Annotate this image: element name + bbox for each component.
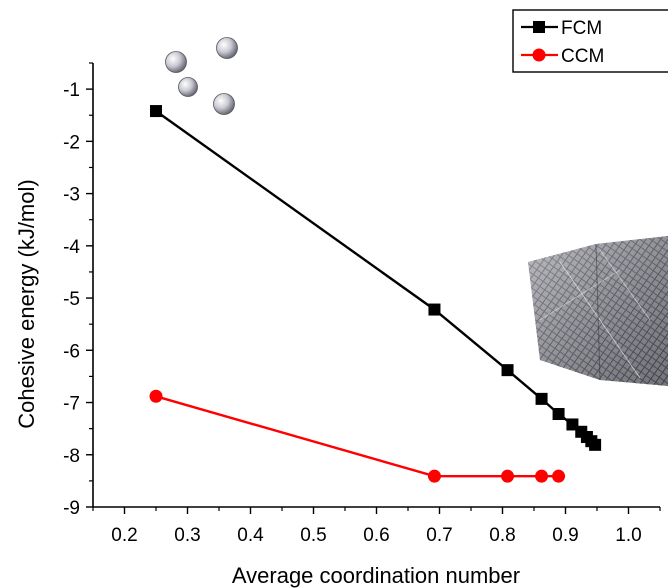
y-tick-label: -6 — [63, 341, 80, 362]
x-ticks: 0.2 0.3 0.4 0.5 0.6 0.7 0.8 0.9 1.0 — [92, 507, 661, 546]
y-tick-label: -3 — [63, 185, 80, 206]
legend-label-fcm: FCM — [561, 18, 602, 39]
x-tick-label: 0.7 — [426, 525, 452, 546]
data-point-ccm — [552, 469, 566, 483]
x-tick-label: 0.6 — [363, 525, 389, 546]
crystal-lattice-icon — [528, 236, 668, 386]
x-tick-label: 0.4 — [237, 525, 264, 546]
series-line-fcm — [155, 110, 596, 446]
x-tick-label: 1.0 — [615, 525, 641, 546]
y-tick-label: -8 — [63, 446, 80, 467]
atom-cluster-icon — [165, 37, 238, 115]
series-line-ccm — [155, 395, 559, 478]
x-tick-label: 0.2 — [111, 525, 137, 546]
data-point-fcm — [150, 105, 162, 118]
data-point-ccm — [149, 389, 163, 403]
legend-marker-fcm — [533, 21, 545, 33]
y-tick-label: -2 — [63, 132, 80, 153]
data-point-fcm — [552, 408, 565, 421]
data-point-fcm — [501, 364, 514, 377]
x-tick-label: 0.8 — [489, 525, 515, 546]
data-point-ccm — [501, 469, 515, 483]
y-tick-label: -7 — [63, 394, 80, 415]
y-axis-title: Cohesive energy (kJ/mol) — [14, 179, 39, 428]
series-layer — [149, 105, 602, 483]
x-tick-label: 0.5 — [300, 525, 326, 546]
legend-marker-ccm — [532, 48, 546, 62]
y-tick-label: -5 — [63, 289, 80, 310]
x-tick-label: 0.3 — [174, 525, 200, 546]
y-tick-label: -1 — [63, 80, 80, 101]
data-point-ccm — [535, 469, 549, 483]
data-point-fcm — [428, 303, 441, 316]
data-point-ccm — [427, 469, 441, 483]
x-tick-label: 0.9 — [552, 525, 578, 546]
x-axis-title: Average coordination number — [232, 563, 520, 588]
legend: FCM CCM — [512, 9, 668, 73]
legend-label-ccm: CCM — [561, 46, 604, 67]
data-point-fcm — [589, 438, 602, 451]
legend-box — [512, 9, 668, 73]
y-tick-label: -4 — [63, 237, 80, 258]
y-ticks: -9 -8 -7 -6 -5 -4 -3 -2 -1 — [63, 62, 93, 519]
data-point-fcm — [535, 392, 548, 405]
y-tick-label: -9 — [63, 498, 80, 519]
